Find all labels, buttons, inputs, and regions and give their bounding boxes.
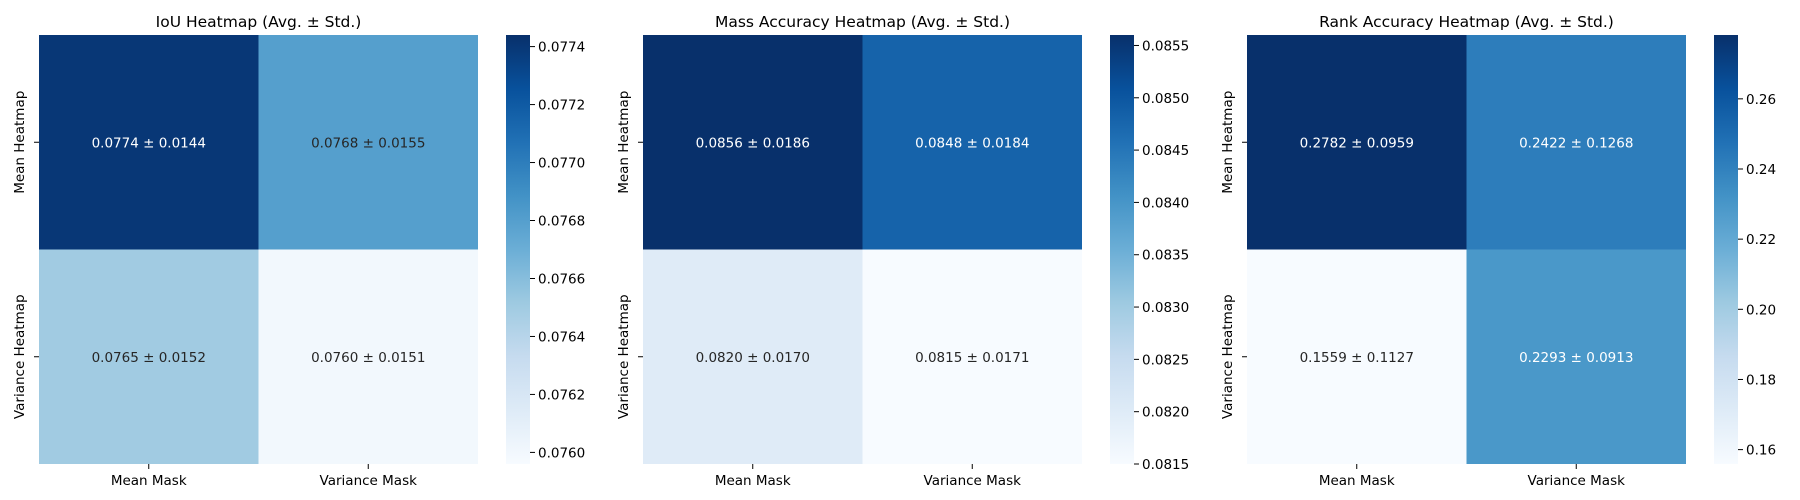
y-tick-label: Variance Heatmap (12, 294, 28, 419)
colorbar (1714, 35, 1738, 464)
colorbar-tick-label: 0.0760 (538, 445, 585, 461)
heatmap-cell (39, 35, 259, 250)
colorbar-tick-label: 0.0774 (538, 40, 585, 56)
colorbar-tick-label: 0.0830 (1142, 300, 1189, 316)
cell-value-label: 0.0848 ± 0.0184 (915, 135, 1029, 151)
cell-value-label: 0.2293 ± 0.0913 (1519, 350, 1633, 366)
colorbar-tick-label: 0.20 (1746, 302, 1776, 318)
colorbar-tick-label: 0.0764 (538, 329, 585, 345)
y-tick-label: Mean Heatmap (12, 91, 28, 194)
cell-value-label: 0.0765 ± 0.0152 (92, 350, 206, 366)
colorbar-tick-label: 0.26 (1746, 92, 1776, 108)
heatmap-cell (1466, 249, 1686, 464)
heatmap-cell (643, 249, 863, 464)
heatmap-title: IoU Heatmap (Avg. ± Std.) (156, 13, 362, 31)
colorbar-tick-label: 0.16 (1746, 443, 1776, 459)
cell-value-label: 0.0820 ± 0.0170 (696, 350, 810, 366)
cell-value-label: 0.1559 ± 0.1127 (1300, 350, 1414, 366)
heatmap-cell (1247, 249, 1467, 464)
y-tick-label: Mean Heatmap (1220, 91, 1236, 194)
heatmap-panel-3: Rank Accuracy Heatmap (Avg. ± Std.) 0.278… (1220, 13, 1776, 489)
heatmap-cell (862, 35, 1082, 250)
x-tick-label: Mean Mask (715, 473, 791, 489)
x-tick-label: Mean Mask (1319, 473, 1395, 489)
colorbar-tick-label: 0.0840 (1142, 195, 1189, 211)
cell-value-label: 0.0760 ± 0.0151 (311, 350, 425, 366)
heatmap-cell (862, 249, 1082, 464)
colorbar-tick-label: 0.0845 (1142, 143, 1189, 159)
heatmap-cell (1247, 35, 1467, 250)
colorbar-tick-label: 0.22 (1746, 232, 1776, 248)
heatmap-panel-1: IoU Heatmap (Avg. ± Std.) 0.0774 ± 0.0144… (12, 13, 585, 489)
heatmap-title: Mass Accuracy Heatmap (Avg. ± Std.) (715, 13, 1010, 31)
colorbar-tick-label: 0.0835 (1142, 248, 1189, 264)
colorbar-tick-label: 0.0762 (538, 387, 585, 403)
heatmap-cell (258, 249, 478, 464)
x-tick-label: Variance Mask (1528, 473, 1626, 489)
heatmap-panel-2: Mass Accuracy Heatmap (Avg. ± Std.) 0.085… (616, 13, 1189, 489)
colorbar-tick-label: 0.0766 (538, 271, 585, 287)
heatmap-cell (643, 35, 863, 250)
cell-value-label: 0.0815 ± 0.0171 (915, 350, 1029, 366)
cell-value-label: 0.2422 ± 0.1268 (1519, 135, 1633, 151)
colorbar-tick-label: 0.0768 (538, 214, 585, 230)
colorbar (506, 35, 530, 464)
heatmap-cell (1466, 35, 1686, 250)
y-tick-label: Mean Heatmap (616, 91, 632, 194)
cell-value-label: 0.0768 ± 0.0155 (311, 135, 425, 151)
cell-value-label: 0.0856 ± 0.0186 (696, 135, 810, 151)
colorbar-tick-label: 0.0815 (1142, 457, 1189, 473)
x-tick-label: Variance Mask (320, 473, 418, 489)
colorbar-tick-label: 0.0850 (1142, 91, 1189, 107)
heatmap-cell (258, 35, 478, 250)
colorbar-tick-label: 0.0820 (1142, 405, 1189, 421)
colorbar (1110, 35, 1134, 464)
y-tick-label: Variance Heatmap (616, 294, 632, 419)
colorbar-tick-label: 0.18 (1746, 372, 1776, 388)
colorbar-tick-label: 0.0855 (1142, 38, 1189, 54)
heatmap-cell (39, 249, 259, 464)
colorbar-tick-label: 0.0825 (1142, 352, 1189, 368)
y-tick-label: Variance Heatmap (1220, 294, 1236, 419)
heatmap-title: Rank Accuracy Heatmap (Avg. ± Std.) (1319, 13, 1614, 31)
cell-value-label: 0.2782 ± 0.0959 (1300, 135, 1414, 151)
x-tick-label: Variance Mask (924, 473, 1022, 489)
x-tick-label: Mean Mask (111, 473, 187, 489)
colorbar-tick-label: 0.0772 (538, 98, 585, 114)
colorbar-tick-label: 0.24 (1746, 162, 1776, 178)
cell-value-label: 0.0774 ± 0.0144 (92, 135, 206, 151)
colorbar-tick-label: 0.0770 (538, 156, 585, 172)
